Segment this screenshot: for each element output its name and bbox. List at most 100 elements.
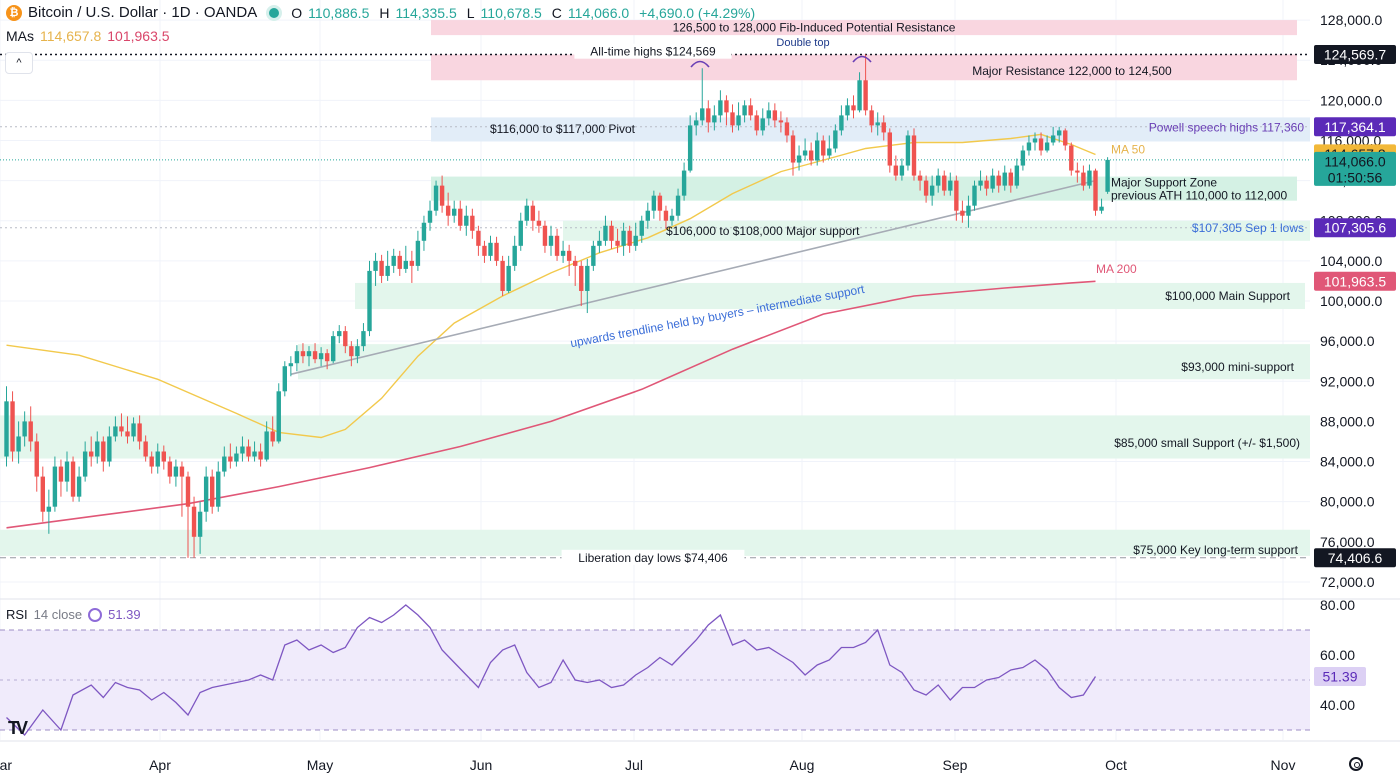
candle-body [488,242,493,256]
double-top-arc-right [852,55,872,63]
candle-body [1014,165,1020,186]
rsi-params: 14 close [33,607,83,622]
candle-body [294,351,300,364]
candle-body [718,100,723,116]
candle-body [1032,138,1038,143]
candle-body [89,451,94,457]
price-label: 101,963.5 [1324,273,1386,289]
candle-body [905,135,911,166]
candle-body [942,175,947,191]
candle-body [337,331,342,337]
annotation-label: Liberation day lows $74,406 [578,551,728,565]
candle-body [270,431,275,442]
y-tick-label: 120,000.0 [1320,92,1382,108]
open-value: 110,886.5 [308,4,370,21]
zone-rect [431,20,1297,36]
y-tick-label: 88,000.0 [1320,413,1375,429]
candle-body [1057,130,1062,136]
candle-body [318,353,324,360]
candle-body [439,185,445,206]
zone-label: $100,000 Main Support [1165,289,1290,303]
x-tick-label: Jul [625,757,643,773]
candle-body [397,255,402,269]
ma-legend-row[interactable]: MAs 114,657.8 101,963.5 [6,28,170,44]
price-change: +4,690.0 (+4.29%) [639,4,756,21]
candle-body [373,260,378,271]
candle-body [82,451,88,477]
candle-body [972,185,977,206]
candle-body [40,476,45,512]
candle-body [216,471,221,507]
bitcoin-icon: ₿ [6,4,22,21]
annotation-label: All-time highs $124,569 [590,45,716,59]
candle-body [585,265,590,291]
y-tick-label: 80,000.0 [1320,494,1375,510]
candle-body [784,122,790,136]
market-status-icon[interactable] [269,7,280,18]
annotation-bg [561,549,745,565]
candle-body [173,466,179,477]
candle-body [149,456,154,467]
candle-body [706,108,711,123]
candle-body [409,260,415,266]
price-label-box [1314,548,1396,568]
annotation-label: previous ATH 110,000 to 112,000 [1111,189,1287,203]
candle-body [1075,170,1080,173]
candle-body [143,441,148,457]
candle-body [530,205,536,221]
candle-body [669,215,675,221]
candle-body [155,451,160,467]
rsi-legend[interactable]: RSI 14 close 51.39 [6,607,141,622]
price-label-box [1314,151,1396,186]
rsi-settings-icon[interactable] [88,607,103,622]
x-tick-label: Oct [1105,757,1127,773]
candle-body [645,210,650,221]
candle-body [312,351,318,360]
candle-body [966,205,971,216]
candle-body [494,242,499,261]
close-label: C [551,4,562,21]
candle-body [288,363,294,367]
candle-body [566,250,572,261]
candle-body [512,245,517,266]
candle-body [548,235,554,246]
candle-body [101,441,106,462]
collapse-legend-button[interactable]: ^ [5,52,33,74]
candle-body [1026,142,1032,151]
candle-body [948,180,953,191]
candle-body [881,122,886,133]
candle-body [482,245,487,256]
candle-body [300,351,306,357]
candle-body [210,476,215,507]
candle-body [264,431,269,460]
candle-body [996,175,1001,186]
candle-body [815,140,820,161]
candle-body [391,255,396,266]
candle-body [573,260,578,266]
candle-body [1105,159,1110,192]
candle-body [355,346,360,357]
symbol-title[interactable]: Bitcoin / U.S. Dollar · 1D · OANDA [28,4,258,21]
candle-body [802,150,808,156]
zone-label: Major Resistance 122,000 to 124,500 [972,64,1172,78]
gear-icon[interactable] [1349,757,1363,771]
price-label-box [1314,271,1396,291]
y-tick-label: 104,000.0 [1320,253,1382,269]
candle-body [536,220,542,226]
x-tick-label: May [307,757,333,773]
candle-body [772,110,778,121]
candle-body [46,506,52,512]
candle-body [282,366,287,392]
candle-body [1093,170,1098,211]
candle-body [52,466,58,507]
candle-body [1099,206,1104,211]
price-label: 74,406.6 [1328,550,1383,566]
high-label: H [379,4,390,21]
annotation-bg [574,43,732,59]
rsi-legend-value: 51.39 [108,607,141,622]
candle-body [276,391,281,442]
candle-body [464,215,469,226]
candle-body [1044,142,1050,151]
ma-legend-title[interactable]: MAs [6,28,34,44]
